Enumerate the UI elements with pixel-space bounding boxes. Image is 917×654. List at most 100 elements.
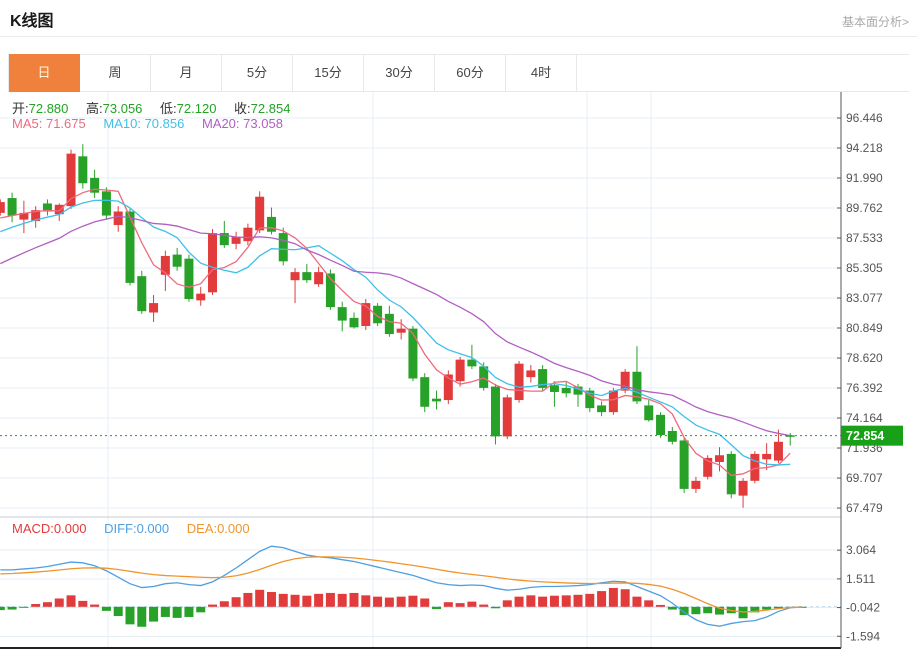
macd-bar [160,606,170,617]
ma10-value: 70.856 [144,116,185,131]
dea-label: DEA: [186,521,218,536]
candle [125,211,135,283]
candle [432,398,442,402]
macd-bar [608,587,618,607]
macd-bar [467,601,477,607]
macd-bar [7,606,17,610]
candle [19,212,29,220]
candle [219,233,229,246]
macd-readout: MACD:0.000 DIFF:0.000 DEA:0.000 [12,521,250,536]
macd-bar [243,592,253,607]
tab-周[interactable]: 周 [80,55,151,91]
macd-bar [172,606,182,618]
candle [656,414,666,436]
candle [714,455,724,462]
timeframe-tabbar: 日周月 5分 15分 30分 60分 4时 [8,54,909,92]
candle [420,377,430,407]
candle [490,386,500,437]
fundamental-analysis-link[interactable]: 基本面分析> [841,15,909,29]
macd-bar [573,594,583,607]
macd-bar [396,596,406,607]
macd-tick-label: 3.064 [846,543,876,557]
tab-4时[interactable]: 4时 [506,55,577,91]
macd-bar [373,596,383,607]
diff-label: DIFF: [104,521,137,536]
price-tick-label: 80.849 [846,321,883,335]
candle [290,272,300,281]
macd-bar [479,604,489,607]
candle [113,211,123,225]
candle [42,203,52,212]
tab-日[interactable]: 日 [9,54,80,92]
candle [172,254,182,267]
macd-bar [408,595,418,607]
low-value: 72.120 [176,101,217,116]
macd-bar [597,591,607,607]
macd-tick-label: -1.594 [846,629,880,643]
close-value: 72.854 [250,101,291,116]
diff-value: 0.000 [136,521,170,536]
candle [373,305,383,324]
macd-bar [208,604,218,607]
price-tick-label: 78.620 [846,351,883,365]
macd-bar [703,606,713,614]
macd-bar [455,603,465,607]
candle [208,233,218,293]
candle [644,405,654,421]
macd-bar [125,606,135,625]
candle [608,390,618,413]
macd-bar [561,595,571,607]
tab-月[interactable]: 月 [151,55,222,91]
candle [502,397,512,437]
tab-15分[interactable]: 15分 [293,55,364,91]
candle [467,359,477,367]
ma10-line [0,199,791,466]
low-label: 低: [160,101,177,116]
macd-bar [691,606,701,615]
candle [278,233,288,262]
macd-bar [42,602,52,607]
price-tick-label: 76.392 [846,381,883,395]
macd-bar [302,595,312,607]
candles-layer [0,144,795,508]
macd-bar [278,593,288,607]
candle [597,405,607,413]
macd-bar [184,606,194,617]
ma-readout: MA5: 71.675 MA10: 70.856 MA20: 73.058 [12,116,283,131]
candle [90,177,100,193]
candle [243,227,253,242]
candle [750,453,760,481]
macd-bar [219,601,229,607]
macd-bar [137,606,147,627]
candle [632,371,642,402]
ma20-line [0,215,791,437]
current-price-badge [841,425,903,446]
price-tick-label: 85.305 [846,261,883,275]
tab-5分[interactable]: 5分 [222,55,293,91]
macd-bar [620,589,630,607]
macd-bar [432,606,442,610]
ma20-value: 73.058 [243,116,283,131]
candle [691,480,701,489]
candle [54,204,64,215]
tab-30分[interactable]: 30分 [364,55,435,91]
candle [196,293,206,301]
candle [726,453,736,495]
ohlc-readout: 开:72.880 高:73.056 低:72.120 收:72.854 [12,98,290,117]
candle [549,385,559,392]
candle [137,276,147,312]
macd-bar [290,594,300,607]
diff-line [0,545,803,627]
macd-bar [538,596,548,607]
candle [762,453,772,460]
macd-bar [714,606,724,615]
candle [679,440,689,489]
tab-60分[interactable]: 60分 [435,55,506,91]
macd-bar [420,598,430,607]
macd-bar [54,598,64,607]
candle [738,480,748,496]
price-tick-label: 87.533 [846,231,883,245]
macd-bar [101,606,111,611]
price-tick-label: 83.077 [846,291,883,305]
